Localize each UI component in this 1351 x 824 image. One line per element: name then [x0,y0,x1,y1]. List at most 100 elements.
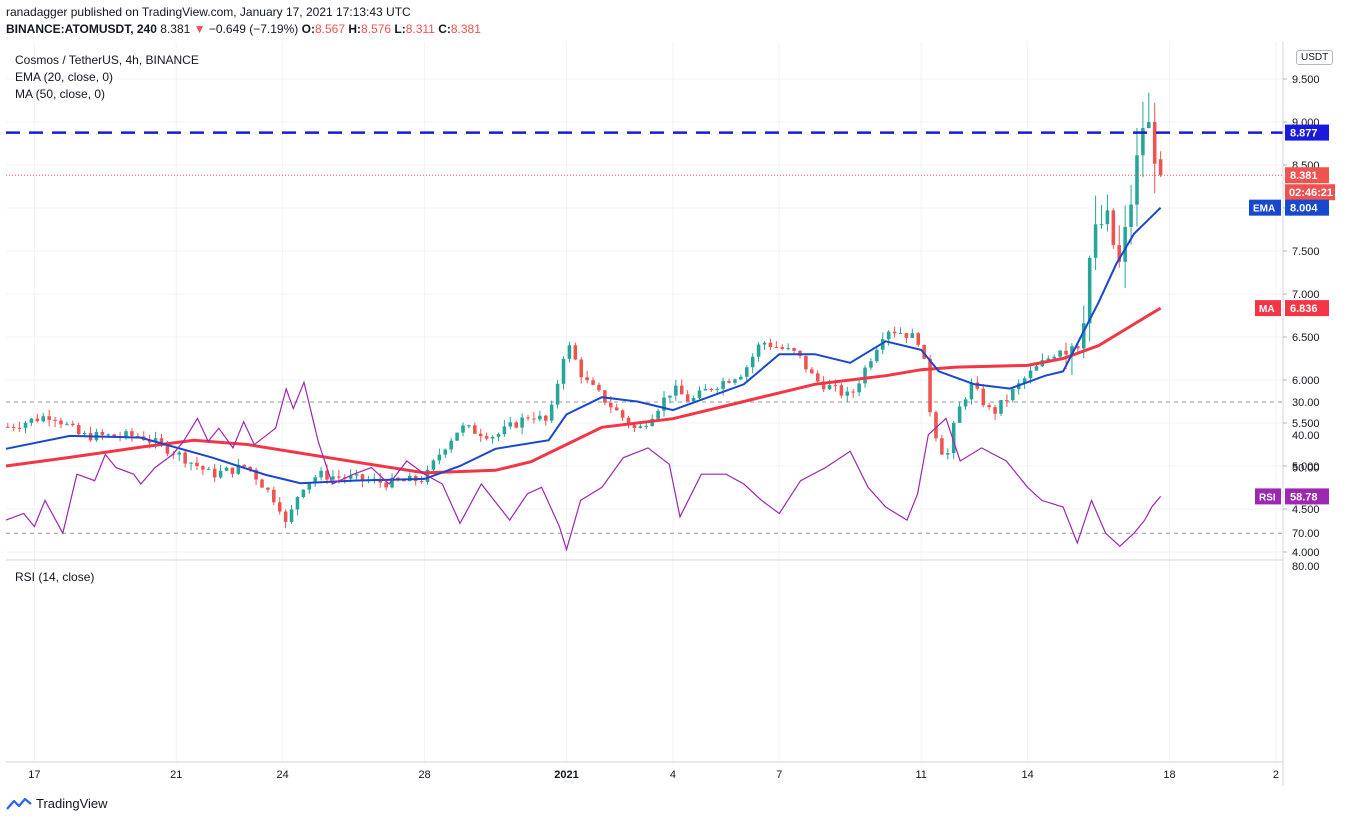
rsi-legend[interactable]: RSI (14, close) [15,570,95,584]
rsi-tick-label: 80.00 [1292,561,1320,573]
candle-body [106,434,111,436]
candle-body [419,481,424,483]
down-arrow-icon: ▼ [193,22,206,36]
candle-body [130,431,134,436]
candle-body [543,415,548,421]
candle-body [301,489,306,498]
candle-body [1034,366,1039,371]
candle-body [112,434,116,437]
candle-body [934,412,938,439]
axes: 9.5009.0008.5008.0007.5007.0006.5006.000… [6,42,1335,786]
candle-body [76,425,81,435]
candle-body [756,344,761,357]
countdown-bg [1285,184,1335,201]
candle-body [1087,257,1092,324]
candle-body [248,466,252,470]
candle-body [41,416,46,422]
candle-body [620,410,625,418]
candle-body [1123,227,1127,262]
candle-body [1028,370,1033,379]
candle-body [11,426,16,428]
countdown-label: 02:46:21 [1289,187,1333,199]
candle-body [875,349,879,362]
ma-badge-bg [1285,300,1329,317]
candle-body [1052,356,1056,359]
candle-body [928,358,932,413]
candle-body [685,394,690,402]
candle-body [833,385,838,387]
candle-body [591,380,595,385]
time-tick-label: 4 [670,769,676,781]
candle-body [1111,210,1116,246]
candle-body [1064,350,1068,355]
candle-body [892,331,897,334]
candle-body [916,333,921,345]
candle-body [307,483,312,490]
candle-body [638,426,643,429]
candle-body [254,469,258,480]
candle-body [815,373,820,382]
candle-body [981,388,986,406]
ema-legend[interactable]: EMA (20, close, 0) [15,70,114,84]
candle-body [963,399,968,407]
grid [6,42,1283,762]
resistance-badge: 8.877 [1290,128,1318,140]
ma-legend[interactable]: MA (50, close, 0) [15,87,106,101]
candle-body [674,385,678,396]
candle-body [709,388,714,390]
candle-body [65,423,69,425]
candle-body [727,381,731,383]
candle-body [810,369,814,374]
price-tick-label: 7.500 [1292,246,1320,258]
candle-body [1147,122,1151,129]
candle-body [721,381,725,389]
candle-body [733,379,737,383]
candle-body [1152,122,1157,164]
candle-body [715,388,719,390]
candle-body [845,391,850,396]
candle-body [147,440,152,443]
time-tick-label: 11 [915,769,926,781]
candle-body [331,476,335,480]
candle-body [922,344,926,359]
candle-body [851,391,855,393]
tradingview-logo[interactable]: TradingView [6,796,108,811]
chart-title: Cosmos / TetherUS, 4h, BINANCE [15,53,199,67]
indicator-lines [5,131,1283,552]
candle-body [1058,350,1062,357]
resistance-badge-bg [1285,124,1329,141]
last-price-badge: 8.381 [1290,170,1318,182]
last-price-text: 8.381 [160,22,191,36]
candle-body [538,415,542,420]
price-tick-label: 4.000 [1292,547,1320,559]
time-tick-label: 28 [418,769,430,781]
price-tick-label: 6.000 [1292,375,1320,387]
candle-body [437,454,442,461]
time-tick-label: 7 [776,769,782,781]
candle-body [940,438,944,455]
candle-body [532,418,536,420]
candle-body [295,497,300,510]
candle-body [124,431,128,437]
candle-body [780,347,785,349]
candle-body [496,434,501,437]
currency-button[interactable]: USDT [1296,50,1334,65]
candle-body [71,423,75,426]
candle-body [1105,210,1110,225]
candle-body [750,356,755,368]
price-tick-label: 4.500 [1292,504,1320,516]
candle-body [6,426,10,428]
candle-body [236,464,241,474]
close-value: 8.381 [450,22,481,36]
rsi-tick-label: 50.00 [1292,463,1320,475]
candle-body [1011,389,1015,401]
candle-body [195,462,199,467]
candle-body [549,404,554,421]
candle-body [555,383,560,405]
low-value: 8.311 [405,22,435,36]
candle-body [951,422,956,454]
candle-body [567,345,572,359]
candle-body [869,361,873,368]
candle-body [1135,155,1139,205]
